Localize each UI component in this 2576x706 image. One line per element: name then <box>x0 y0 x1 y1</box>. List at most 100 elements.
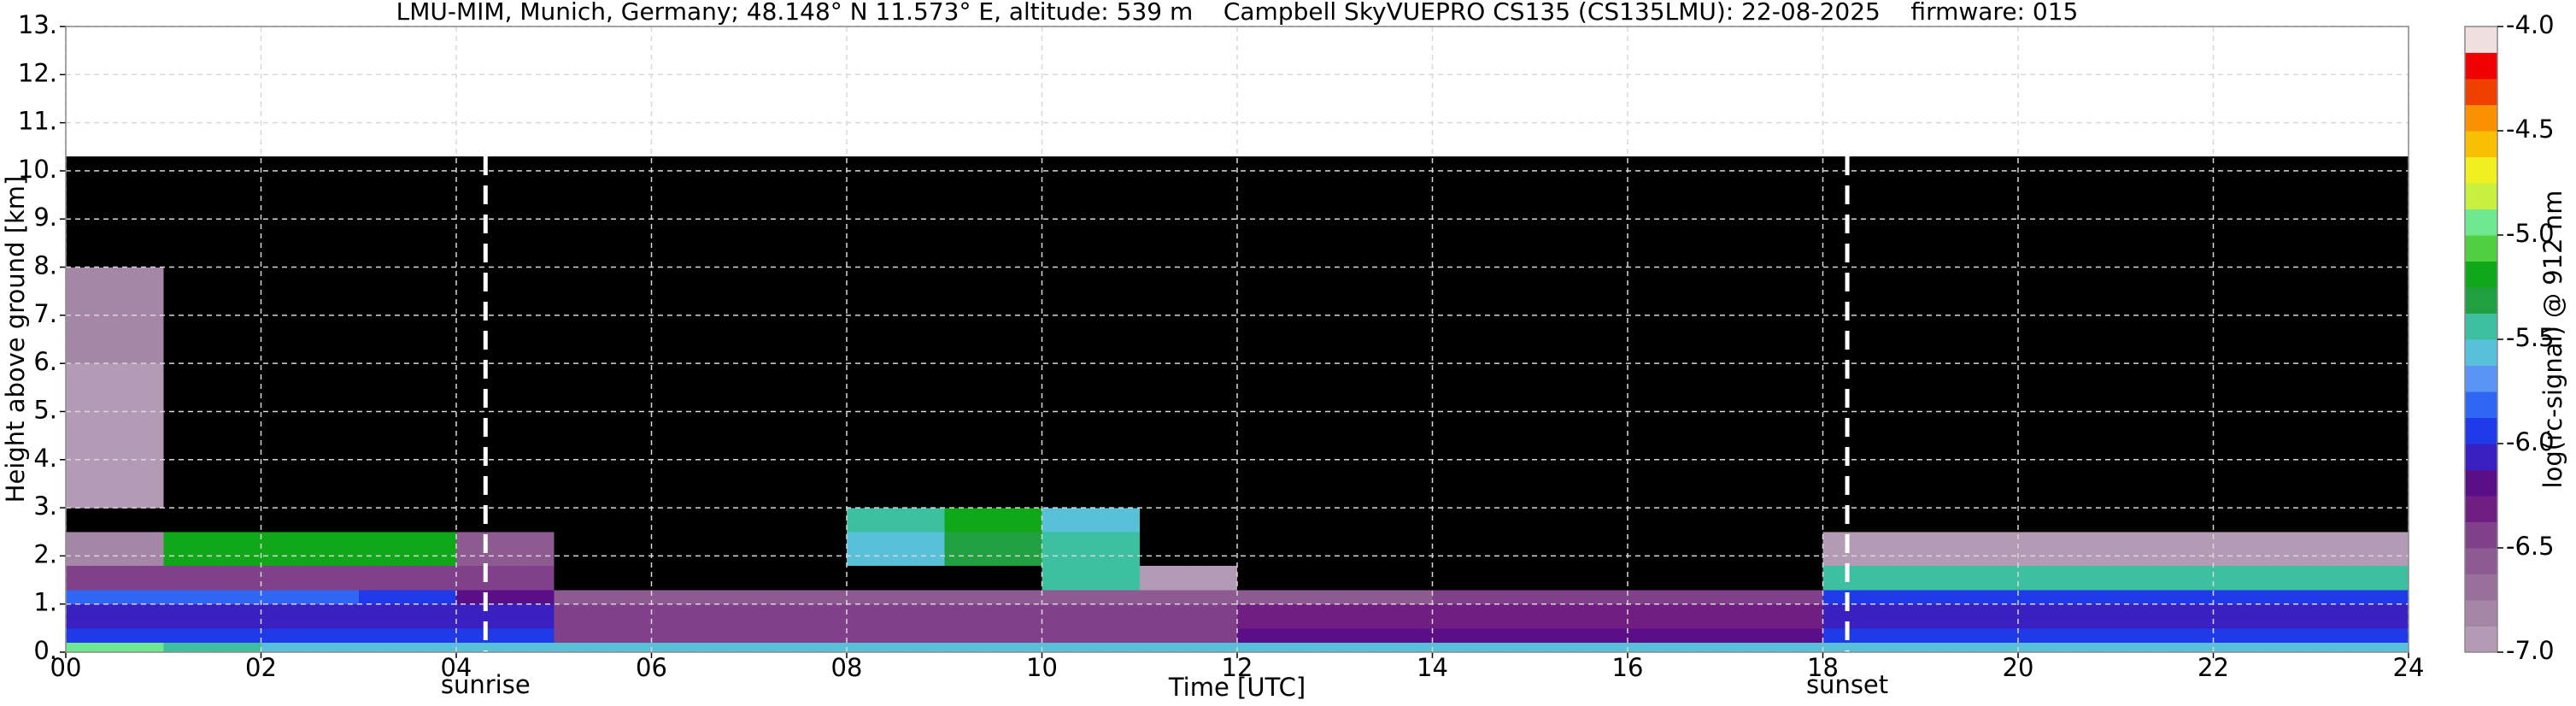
heatmap-cell <box>261 627 360 644</box>
heatmap-cell <box>456 627 555 644</box>
colorbar-swatch <box>2465 444 2497 470</box>
x-axis-label: Time [UTC] <box>1168 673 1306 702</box>
heatmap-cell <box>1529 565 1628 591</box>
heatmap-cell <box>1529 627 1628 644</box>
x-tick-label: 12 <box>1222 653 1253 682</box>
heatmap-cell <box>2213 508 2312 532</box>
y-tick-label: 1. <box>33 588 57 617</box>
colorbar-swatch <box>2465 79 2497 105</box>
heatmap-cell <box>1432 459 1531 509</box>
heatmap-cell <box>847 459 945 509</box>
heatmap-cell <box>944 589 1042 605</box>
heatmap-cell <box>2310 627 2409 644</box>
heatmap-cell <box>1529 589 1628 605</box>
heatmap-cell <box>2115 508 2214 532</box>
y-tick-label: 9. <box>33 203 57 232</box>
x-tick-label: 06 <box>636 653 667 682</box>
heatmap-cell <box>1042 589 1141 605</box>
y-tick-label: 2. <box>33 539 57 568</box>
heatmap-cell <box>2213 589 2312 605</box>
heatmap-cell <box>66 627 164 644</box>
heatmap-cell <box>748 603 848 629</box>
heatmap-cell <box>1237 459 1335 509</box>
heatmap-cell <box>1432 642 1531 653</box>
heatmap-cell <box>1628 532 1726 567</box>
heatmap-cell <box>2213 565 2312 591</box>
heatmap-cell <box>1432 156 1531 268</box>
heatmap-cell <box>554 603 652 629</box>
y-tick-label: 3. <box>33 491 57 521</box>
y-tick-label: 12. <box>18 58 57 87</box>
heatmap-cell <box>66 459 164 509</box>
heatmap-cell <box>944 156 1042 268</box>
x-tick-label: 16 <box>1612 653 1644 682</box>
heatmap-cell <box>261 642 360 653</box>
heatmap-cell <box>1725 459 1823 509</box>
heatmap-cell <box>1432 603 1531 629</box>
heatmap-cell <box>2115 156 2214 268</box>
heatmap-cell <box>1237 508 1335 532</box>
heatmap-cell <box>1042 603 1141 629</box>
heatmap-cell <box>358 642 457 653</box>
heatmap-cell <box>1822 603 1922 629</box>
heatmap-cell <box>748 642 848 653</box>
colorbar-swatch <box>2465 417 2497 444</box>
heatmap-cell <box>2310 156 2409 268</box>
heatmap-cell <box>1335 589 1433 605</box>
heatmap-cell <box>944 459 1042 509</box>
heatmap-cell <box>1725 565 1823 591</box>
heatmap-cell <box>163 589 261 605</box>
heatmap-cell <box>1237 532 1335 567</box>
heatmap-cell <box>1335 603 1433 629</box>
heatmap-cell <box>2310 459 2409 509</box>
heatmap-cell <box>1628 589 1726 605</box>
heatmap-cell <box>748 565 848 591</box>
heatmap-cell <box>1725 603 1823 629</box>
heatmap-cell <box>2310 589 2409 605</box>
heatmap-cell <box>1042 508 1141 532</box>
heatmap-cell <box>554 532 652 567</box>
heatmap-cell <box>1335 642 1433 653</box>
heatmap-cell <box>456 589 555 605</box>
heatmap-cell <box>261 459 360 509</box>
colorbar-swatch <box>2465 261 2497 288</box>
heatmap-cell <box>1139 565 1238 591</box>
y-tick-label: 6. <box>33 347 57 376</box>
heatmap-cell <box>1139 532 1238 567</box>
heatmap-cell <box>944 565 1042 591</box>
colorbar-swatch <box>2465 131 2497 157</box>
heatmap-cell <box>2310 508 2409 532</box>
heatmap-cell <box>163 642 261 653</box>
heatmap-cell <box>358 156 457 268</box>
heatmap-cell <box>1725 589 1823 605</box>
heatmap-cell <box>1529 532 1628 567</box>
heatmap-cell <box>1529 508 1628 532</box>
colorbar-swatch <box>2465 235 2497 262</box>
heatmap-cell <box>1822 627 1922 644</box>
colorbar-swatch <box>2465 104 2497 132</box>
heatmap-cell <box>1139 627 1238 644</box>
heatmap-cell <box>163 459 261 509</box>
heatmap-cell <box>358 459 457 509</box>
heatmap-cell <box>1139 603 1238 629</box>
sun-marker-label: sunrise <box>441 670 531 699</box>
heatmap-cell <box>2310 642 2409 653</box>
heatmap-cell <box>2018 508 2116 532</box>
heatmap-cell <box>1335 508 1433 532</box>
heatmap-cell <box>1139 589 1238 605</box>
heatmap-cell <box>748 532 848 567</box>
heatmap-cell <box>66 603 164 629</box>
colorbar-swatch <box>2465 548 2497 574</box>
y-tick-label: 5. <box>33 395 57 424</box>
heatmap-cell <box>2213 156 2312 268</box>
heatmap-cell <box>2018 603 2116 629</box>
heatmap-cell <box>2115 532 2214 567</box>
heatmap-cell <box>1822 156 1922 268</box>
heatmap-cell <box>66 508 164 532</box>
y-tick-label: 0. <box>33 636 57 665</box>
heatmap-cell <box>1432 627 1531 644</box>
colorbar-tick-label: -5.0 <box>2506 219 2555 248</box>
heatmap-cell <box>1725 156 1823 268</box>
heatmap-cell <box>554 627 652 644</box>
heatmap-cell <box>1822 532 1922 567</box>
